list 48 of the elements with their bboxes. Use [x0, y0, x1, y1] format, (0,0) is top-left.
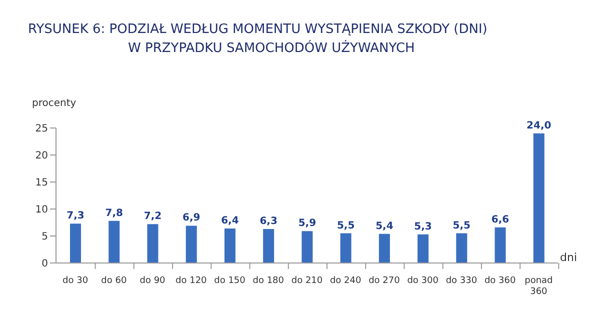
chart-title: RYSUNEK 6: PODZIAŁ WEDŁUG MOMENTU WYSTĄPIENIA SZKODY (DNI) W PRZYPADKU SAMOCHODÓW UŻYWANYCH	[28, 21, 488, 58]
bar	[108, 220, 120, 263]
bar	[224, 228, 236, 263]
data-label: 7,3	[66, 210, 84, 222]
x-tick-label: do 210	[291, 276, 323, 286]
bar	[302, 231, 313, 263]
x-tick-label: do 60	[101, 276, 127, 286]
bar	[263, 228, 274, 263]
x-tick-label: ponad 360	[524, 276, 553, 297]
data-label: 6,6	[491, 214, 510, 226]
y-tick-label: 5	[42, 232, 48, 243]
y-tick-label: 25	[35, 124, 48, 135]
x-tick-label: do 120	[176, 276, 208, 286]
bar	[533, 133, 544, 263]
x-tick-label: do 360	[484, 276, 516, 286]
x-tick-label: do 330	[446, 276, 478, 286]
data-label: 5,5	[452, 220, 471, 232]
bar	[186, 226, 197, 263]
data-label: 5,3	[414, 221, 432, 232]
x-tick-label: do 180	[252, 276, 284, 286]
y-axis-title: procenty	[32, 98, 76, 109]
y-tick-label: 20	[35, 150, 48, 162]
bar	[340, 233, 352, 263]
y-tick-label: 15	[35, 178, 48, 189]
bar	[147, 224, 158, 263]
bar	[418, 234, 429, 263]
bar	[70, 224, 81, 263]
bar	[456, 233, 468, 263]
x-tick-label: do 270	[368, 276, 400, 286]
x-tick-label: do 90	[140, 276, 166, 286]
x-tick-label: do 30	[62, 276, 88, 286]
y-tick-label: 0	[42, 258, 48, 270]
data-label: 24,0	[526, 120, 552, 132]
bar	[494, 227, 506, 263]
data-label: 6,9	[182, 212, 200, 224]
data-label: 5,9	[298, 218, 316, 230]
data-label: 5,4	[376, 220, 394, 232]
x-tick-label: do 240	[330, 276, 362, 286]
bar	[378, 234, 390, 263]
data-label: 6,4	[221, 215, 239, 226]
x-tick-label: do 300	[407, 276, 439, 286]
data-label: 7,8	[105, 208, 124, 219]
data-label: 5,5	[336, 220, 355, 232]
x-axis-title: dni	[560, 251, 578, 264]
data-label: 7,2	[144, 211, 162, 222]
x-tick-label: do 150	[214, 276, 246, 286]
data-label: 6,3	[260, 216, 278, 227]
y-tick-label: 10	[35, 204, 48, 216]
